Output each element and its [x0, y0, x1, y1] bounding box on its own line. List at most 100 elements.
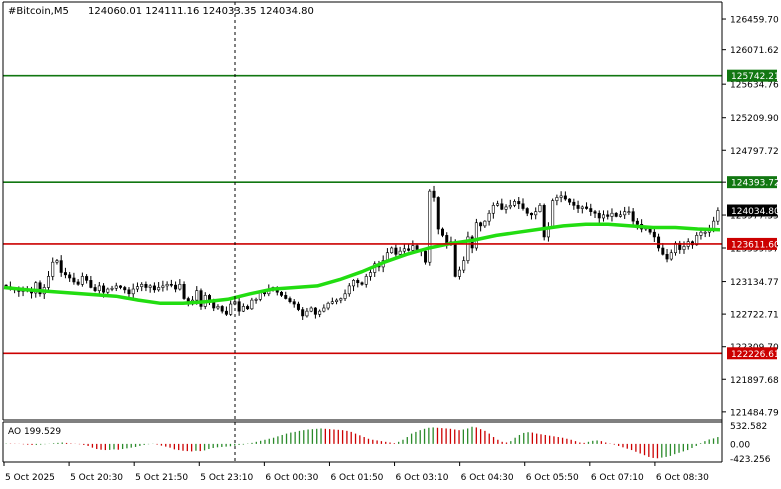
candle-body — [440, 228, 444, 236]
candle-body — [110, 287, 114, 290]
candle-body — [432, 190, 436, 198]
candle-body — [487, 212, 491, 222]
price-tick-label: 124797.72 — [730, 147, 779, 157]
candle-body — [46, 276, 50, 288]
candle-body — [589, 208, 593, 212]
candle-body — [508, 205, 512, 208]
candle-body — [199, 290, 203, 307]
candle-body — [563, 195, 567, 200]
candle-body — [390, 247, 394, 254]
candle-body — [216, 306, 220, 309]
candle-body — [394, 247, 398, 255]
candle-body — [292, 301, 296, 305]
candle-body — [347, 285, 351, 295]
candle-body — [606, 214, 610, 217]
candle-body — [63, 272, 67, 276]
candle-body — [652, 231, 656, 238]
level-tag-label: 125742.21 — [731, 72, 780, 82]
candle-body — [513, 201, 517, 206]
price-tick-label: 125634.76 — [730, 81, 779, 91]
candle-body — [597, 212, 601, 219]
candle-body — [237, 301, 241, 312]
price-tick-label: 121897.68 — [730, 376, 779, 386]
level-tags: 125742.21 124393.72 123611.60 122226.61 1240… — [727, 69, 780, 360]
candle-body — [356, 280, 360, 284]
candle-body — [538, 205, 542, 212]
candle-body — [466, 236, 470, 261]
candle-body — [699, 231, 703, 236]
candle-body — [148, 285, 152, 288]
candle-body — [716, 210, 720, 222]
candle-body — [229, 303, 233, 315]
candle-body — [623, 211, 627, 216]
candle-body — [411, 245, 415, 251]
candle-body — [398, 250, 402, 255]
candle-body — [288, 298, 292, 302]
candle-body — [72, 277, 76, 283]
ao-tick-label: -423.256 — [730, 455, 771, 465]
candle-body — [343, 293, 347, 299]
candle-body — [144, 284, 148, 288]
candle-body — [491, 205, 495, 214]
level-tag-label: 123611.60 — [731, 240, 780, 250]
candle-body — [402, 248, 406, 252]
candle-body — [127, 289, 131, 295]
level-tag-label: 124393.72 — [731, 179, 780, 189]
time-axis-label: 5 Oct 2025 — [5, 473, 55, 483]
candle-body — [38, 282, 42, 295]
candle-body — [246, 306, 250, 310]
candle-body — [669, 252, 673, 260]
candle-body — [352, 280, 356, 287]
candle-body — [555, 197, 559, 201]
candle-body — [703, 231, 707, 234]
candle-body — [106, 288, 110, 293]
candle-body — [559, 195, 563, 198]
candle-body — [93, 287, 97, 291]
candle-body — [152, 285, 156, 291]
candle-body — [453, 241, 457, 277]
candle-body — [178, 284, 182, 290]
candle-body — [661, 247, 665, 255]
candle-body — [161, 285, 165, 288]
price-tick-label: 125209.90 — [730, 114, 779, 124]
candle-body — [339, 298, 343, 301]
candle-body — [157, 287, 161, 291]
price-tick-label: 123977.35 — [730, 212, 779, 222]
candle-body — [627, 211, 631, 213]
candle-body — [51, 261, 55, 277]
moving-average-line — [3, 222, 721, 306]
candle-body — [182, 284, 186, 299]
candle-body — [76, 281, 80, 285]
candle-body — [428, 190, 432, 263]
candle-body — [610, 212, 614, 217]
candle-body — [542, 205, 546, 238]
candle-body — [309, 307, 313, 312]
candle-body — [59, 260, 63, 273]
candle-body — [102, 285, 106, 293]
ao-indicator-area[interactable] — [5, 426, 719, 459]
candle-body — [576, 205, 580, 209]
candle-body — [682, 246, 686, 250]
candle-body — [89, 280, 93, 288]
candle-body — [195, 290, 199, 301]
candle-body — [326, 302, 330, 309]
candle-body — [318, 310, 322, 315]
candle-body — [580, 206, 584, 209]
candle-body — [97, 285, 101, 291]
time-axis-label: 6 Oct 05:50 — [526, 473, 579, 483]
candle-body — [140, 284, 144, 287]
candle-body — [135, 286, 139, 290]
candle-body — [119, 285, 123, 288]
candle-body — [250, 299, 254, 310]
chart-symbol-label: #Bitcoin,M5 — [8, 6, 69, 17]
candle-body — [301, 309, 305, 317]
candle-body — [280, 291, 284, 296]
time-axis-label: 6 Oct 08:30 — [656, 473, 709, 483]
candle-body — [474, 222, 478, 249]
candle-body — [436, 197, 440, 230]
candle-body — [496, 203, 500, 206]
price-plot-area[interactable] — [3, 74, 722, 355]
candle-body — [131, 288, 135, 295]
candle-body — [568, 198, 572, 203]
